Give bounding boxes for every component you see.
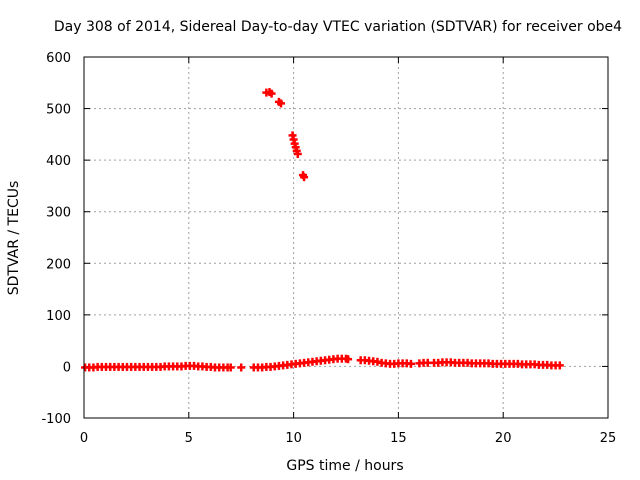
data-point	[277, 99, 286, 108]
y-tick-label: 300	[46, 206, 71, 221]
x-tick-label: 0	[80, 431, 88, 446]
x-axis-label: GPS time / hours	[286, 458, 403, 474]
data-point	[555, 361, 564, 370]
grid-lines	[84, 57, 608, 418]
x-tick-label: 25	[600, 431, 617, 446]
y-tick-label: -100	[41, 412, 71, 427]
y-tick-label: 400	[46, 154, 71, 169]
x-tick-label: 5	[185, 431, 193, 446]
y-tick-label: 200	[46, 257, 71, 272]
x-tick-label: 10	[285, 431, 302, 446]
axis-ticks: 0 5 10 15 20 25 -100 0 100 200 300 400 500 600	[41, 51, 616, 446]
y-tick-label: 0	[63, 360, 71, 375]
y-tick-label: 100	[46, 309, 71, 324]
data-point	[237, 363, 246, 372]
data-point	[406, 359, 415, 368]
data-point	[293, 149, 302, 158]
y-tick-label: 500	[46, 103, 71, 118]
data-point	[300, 173, 309, 182]
plot-frame	[83, 56, 609, 419]
y-axis-label: SDTVAR / TECUs	[6, 181, 22, 296]
x-tick-label: 15	[390, 431, 407, 446]
x-tick-label: 20	[495, 431, 512, 446]
chart-title: Day 308 of 2014, Sidereal Day-to-day VTE…	[54, 19, 622, 35]
data-point	[267, 89, 276, 98]
data-points	[81, 88, 564, 372]
data-point	[226, 363, 235, 372]
y-tick-label: 600	[46, 51, 71, 66]
data-point	[344, 355, 353, 364]
